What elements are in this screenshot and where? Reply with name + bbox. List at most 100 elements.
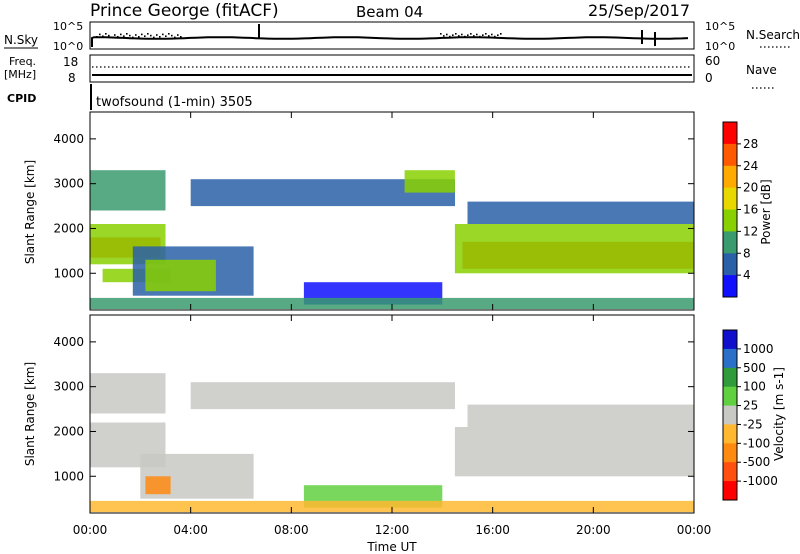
time-tick-label: 00:00: [677, 523, 712, 537]
noise-search-dot: [494, 35, 496, 38]
power-colorbar-label: Power [dB]: [759, 179, 773, 244]
velocity-colorbar-swatch: [723, 405, 737, 425]
noise-search-dot: [141, 33, 143, 36]
time-tick-label: 00:00: [73, 523, 108, 537]
noise-panel: N.Sky 10^5 10^0 10^5 10^0 N.Search: [4, 20, 800, 53]
velocity-echo-band: [454, 427, 694, 477]
time-tick-label: 20:00: [576, 523, 611, 537]
noise-search-dot: [159, 36, 161, 38]
noise-search-dot: [135, 34, 137, 36]
noise-search-dot: [455, 33, 457, 35]
time-tick-label: 16:00: [475, 523, 510, 537]
noise-search-dot: [443, 35, 445, 37]
noise-search-dot: [488, 35, 490, 37]
velocity-colorbar-label-item: 500: [743, 361, 766, 375]
power-echo-band: [90, 297, 694, 310]
noise-search-dot: [99, 33, 101, 36]
velocity-colorbar-label-item: 25: [743, 399, 758, 413]
freq-label-top: Freq.: [9, 55, 36, 68]
beam-label: Beam 04: [356, 3, 423, 21]
cpid-marker: [90, 84, 92, 110]
noise-search-dot: [117, 36, 119, 38]
nave-label: Nave: [746, 63, 777, 77]
noise-search-dot: [165, 35, 167, 37]
power-echo-band: [145, 259, 216, 292]
power-colorbar-swatch: [723, 253, 737, 276]
velocity-panel: 1000 2000 3000 4000 Slant Range [km] 1000 50…: [23, 314, 786, 514]
power-ytick-label: 1000: [53, 266, 84, 280]
noise-spike: [654, 32, 656, 46]
noise-spike: [258, 24, 260, 38]
noise-search-dot: [156, 34, 158, 36]
power-colorbar-label-item: 16: [743, 203, 758, 217]
power-colorbar-swatch: [723, 165, 737, 189]
velocity-ytick-label: 4000: [53, 335, 84, 349]
velocity-colorbar-swatch: [723, 348, 737, 369]
velocity-echo-band: [145, 476, 171, 495]
freq-tick-bottom: 8: [68, 71, 76, 85]
velocity-ytick-label: 3000: [53, 380, 84, 394]
noise-search-dot: [147, 33, 149, 35]
noise-right-tick-top: 10^5: [705, 20, 735, 33]
noise-left-tick-top: 10^5: [53, 20, 83, 33]
power-ytick-label: 4000: [53, 132, 84, 146]
power-colorbar-swatch: [723, 143, 737, 167]
noise-spike: [641, 30, 643, 44]
date-label: 25/Sep/2017: [588, 1, 690, 20]
station-title: Prince George (fitACF): [90, 1, 279, 21]
velocity-echo-band: [467, 404, 694, 427]
noise-search-dot: [144, 35, 146, 37]
freq-panel: Freq. [MHz] 18 8 60 0 Nave: [4, 54, 777, 89]
freq-tick-top: 18: [63, 55, 78, 69]
noise-right-tick-bottom: 10^0: [705, 40, 735, 53]
velocity-colorbar-swatch: [723, 481, 737, 501]
noise-search-dot: [111, 36, 113, 39]
noise-sky-line: [91, 36, 689, 47]
noise-search-dot: [440, 33, 442, 35]
power-ytick-label: 3000: [53, 177, 84, 191]
noise-search-dot: [446, 33, 448, 36]
noise-search-dot: [476, 33, 478, 36]
velocity-echo-band: [90, 373, 166, 414]
velocity-echo-band: [90, 500, 694, 513]
velocity-colorbar: 1000 500 100 25 -25 -100 -500 -1000: [722, 329, 778, 501]
power-colorbar-swatch: [723, 187, 737, 210]
cpid-text: twofsound (1-min) 3505: [96, 95, 253, 110]
noise-search-dot: [102, 35, 104, 37]
noise-search-dot: [105, 33, 107, 35]
noise-search-dot: [473, 35, 475, 37]
power-echo-band: [404, 170, 455, 193]
freq-panel-frame: [89, 54, 695, 83]
noise-search-dot: [171, 34, 173, 37]
noise-right-label: N.Search: [746, 28, 800, 42]
power-colorbar: 28 24 20 16 12 8 4: [722, 121, 758, 298]
velocity-colorbar-frame: [722, 329, 738, 501]
velocity-heatmap: [90, 373, 694, 513]
nave-tick-top: 60: [705, 54, 720, 68]
noise-left-tick-bottom: 10^0: [53, 40, 83, 53]
power-colorbar-swatch: [723, 122, 737, 145]
noise-search-dot: [467, 34, 469, 36]
noise-search-dot: [120, 33, 122, 36]
power-colorbar-swatch: [723, 275, 737, 298]
noise-search-dot: [177, 34, 179, 36]
time-axis: 00:00 04:00 08:00 12:00 16:00 20:00 00:00: [73, 112, 712, 537]
noise-search-dot: [452, 34, 454, 36]
noise-panel-frame: [89, 21, 695, 50]
velocity-ytick-label: 1000: [53, 469, 84, 483]
power-heatmap: [90, 170, 694, 310]
power-colorbar-swatch: [723, 231, 737, 254]
power-echo-band: [90, 170, 166, 211]
noise-search-dot: [491, 33, 493, 36]
velocity-colorbar-swatch: [723, 386, 737, 407]
freq-label-bottom: [MHz]: [4, 68, 36, 81]
noise-search-dot: [470, 33, 472, 35]
velocity-colorbar-label-item: -1000: [743, 474, 778, 488]
noise-search-dot: [96, 36, 98, 38]
noise-search-dot: [114, 34, 116, 36]
noise-search-dots: [96, 24, 656, 46]
velocity-colorbar-label-item: 1000: [743, 342, 774, 356]
velocity-colorbar-label: Velocity [m s-1]: [772, 367, 786, 461]
power-y-axis: 1000 2000 3000 4000: [53, 132, 694, 280]
